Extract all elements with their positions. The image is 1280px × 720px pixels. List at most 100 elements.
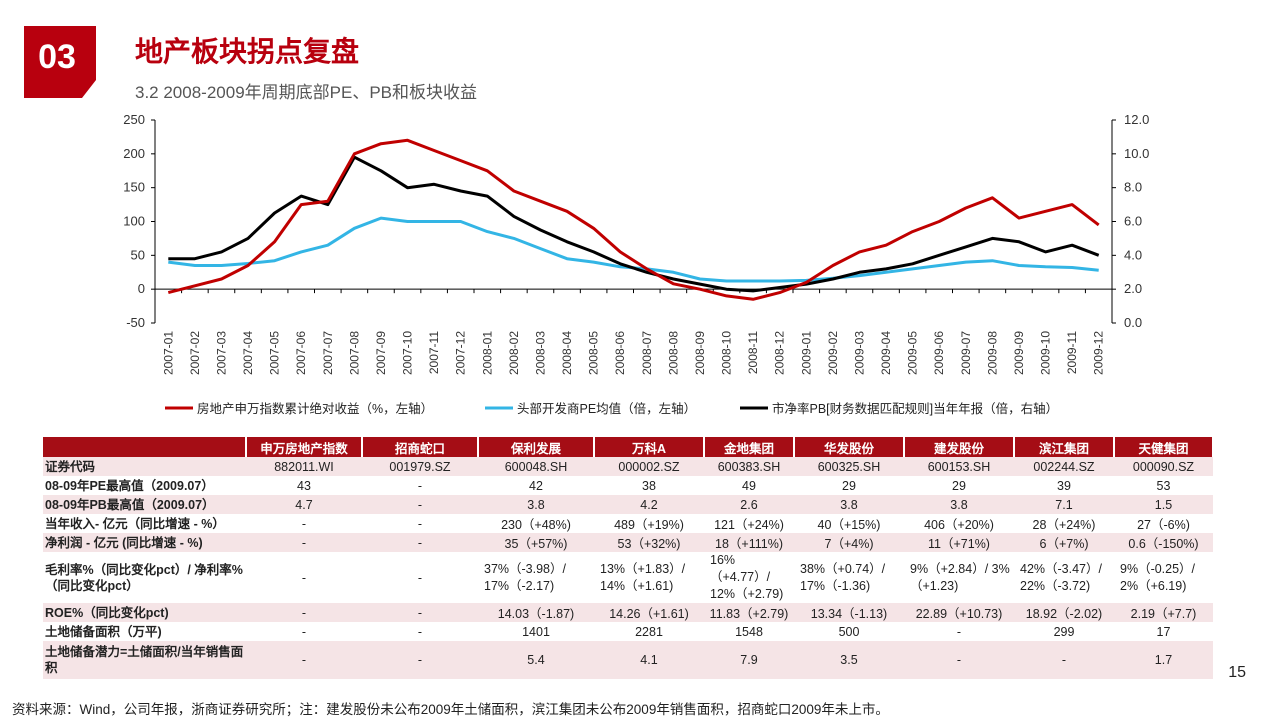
left-tick-label: 50 [131,247,145,262]
x-tick-label: 2007-03 [214,331,228,375]
page-subtitle: 3.2 2008-2009年周期底部PE、PB和板块收益 [135,83,478,102]
table-cell: 001979.SZ [362,457,478,476]
x-tick-label: 2008-05 [587,331,601,375]
table-cell: 600153.SH [904,457,1014,476]
column-header: 金地集团 [704,437,795,457]
left-tick-label: 200 [123,146,145,161]
table-row: ROE%（同比变化pct) - -14.03（-1.87) 14.26（+1.61) 1… [43,603,1213,622]
table-row: 08-09年PB最高值（2009.07） 4.7-3.8 4.2 2.6 3.8 3.8 7… [43,495,1213,514]
footnote: 资料来源：Wind，公司年报，浙商证券研究所；注：建发股份未公布2009年土储面… [12,702,889,717]
column-header: 建发股份 [904,437,1015,457]
right-tick-label: 12.0 [1124,112,1149,127]
x-tick-label: 2007-12 [454,331,468,375]
left-tick-label: 250 [123,112,145,127]
x-tick-label: 2007-11 [427,331,441,374]
table-cell: 2281 [594,622,704,641]
x-tick-label: 2008-02 [507,331,521,375]
table-cell: 14.26（+1.61) [594,603,704,622]
table-cell: 13%（+1.83）/ 14%（+1.61) [594,552,704,603]
x-tick-label: 2007-04 [241,331,255,375]
x-tick-label: 2007-05 [268,331,282,375]
table-cell: 7.9 [704,641,794,679]
column-header: 申万房地产指数 [246,437,363,457]
legend-label-2: 头部开发商PE均值（倍，左轴） [517,401,696,416]
x-tick-label: 2009-11 [1065,331,1079,374]
row-label: 毛利率%（同比变化pct）/ 净利率%（同比变化pct） [43,552,246,603]
table-cell: 000002.SZ [594,457,704,476]
table-header-row: 申万房地产指数 招商蛇口 保利发展 万科A 金地集团 华发股份 建发股份 滨江集团 天健集团 [43,437,1214,457]
table-cell: 35（+57%) [478,533,594,552]
x-tick-label: 2007-09 [374,331,388,375]
x-tick-label: 2007-01 [161,331,175,375]
right-tick-label: 2.0 [1124,281,1142,296]
table-cell: - [246,622,362,641]
table-cell: 27（-6%) [1114,514,1213,533]
column-header: 天健集团 [1114,437,1214,457]
right-tick-label: 4.0 [1124,247,1142,262]
table-cell: 18（+111%) [704,533,794,552]
table-cell: 22.89（+10.73) [904,603,1014,622]
table-cell: 18.92（-2.02) [1014,603,1114,622]
x-tick-label: 2009-03 [852,331,866,375]
row-label: 土地储备面积（万平) [43,622,246,641]
table-cell: 3.5 [794,641,904,679]
x-tick-label: 2009-04 [879,331,893,375]
section-number: 03 [38,38,76,76]
table-cell: - [1014,641,1114,679]
right-tick-label: 6.0 [1124,214,1142,229]
right-tick-label: 10.0 [1124,146,1149,161]
page-title: 地产板块拐点复盘 [135,36,360,67]
table-row: 净利润 - 亿元 (同比增速 - %) - -35（+57%) 53（+32%) 18（… [43,533,1213,552]
table-cell: 4.1 [594,641,704,679]
table-cell: - [362,514,478,533]
x-tick-label: 2008-04 [560,331,574,375]
table-row: 土地储备潜力=土储面积/当年销售面积 - -5.4 4.1 7.9 3.5- -1.7 [43,641,1213,679]
table-cell: 4.2 [594,495,704,514]
row-label: 当年收入- 亿元（同比增速 - %） [43,514,246,533]
table-row: 当年收入- 亿元（同比增速 - %） - -230（+48%) 489（+19%) 12… [43,514,1213,533]
table-cell: 9%（+2.84）/ 3%（+1.23) [904,552,1014,603]
table-cell: - [362,622,478,641]
page-number: 15 [1228,664,1246,681]
table-cell: 230（+48%) [478,514,594,533]
table-cell: - [904,622,1014,641]
x-tick-label: 2007-06 [294,331,308,375]
table-cell: - [362,603,478,622]
table-row: 土地储备面积（万平) - -1401 2281 1548 500-299 17 [43,622,1213,641]
table-cell: 13.34（-1.13) [794,603,904,622]
left-tick-label: 150 [123,180,145,195]
x-tick-label: 2008-01 [480,331,494,375]
table-cell: 406（+20%) [904,514,1014,533]
x-tick-label: 2007-10 [401,331,415,375]
row-label: 净利润 - 亿元 (同比增速 - %) [43,533,246,552]
legend-label-1: 房地产申万指数累计绝对收益（%，左轴） [197,401,433,416]
table-row: 证券代码 882011.WI 001979.SZ 600048.SH 000002.SZ… [43,457,1213,476]
x-tick-label: 2009-10 [1039,331,1053,375]
table-cell: - [362,552,478,603]
series-line-1 [167,138,1100,301]
x-tick-label: 2008-06 [613,331,627,375]
table-cell: 299 [1014,622,1114,641]
table-cell: 1.5 [1114,495,1213,514]
table-cell: 39 [1014,476,1114,495]
section-badge-shape [24,26,96,98]
table-row: 毛利率%（同比变化pct）/ 净利率%（同比变化pct） - -37%（-3.98）… [43,552,1213,603]
x-tick-label: 2009-07 [959,331,973,375]
table-cell: 37%（-3.98）/ 17%（-2.17) [478,552,594,603]
x-tick-label: 2008-03 [533,331,547,375]
table-cell: 16%（+4.77）/ 12%（+2.79) [704,552,794,603]
table-cell: 600048.SH [478,457,594,476]
table-cell: 7（+4%) [794,533,904,552]
row-label: 证券代码 [43,457,246,476]
table-cell: 17 [1114,622,1213,641]
table-cell: 7.1 [1014,495,1114,514]
table-cell: 4.7 [246,495,362,514]
section-badge: 03 [24,26,96,98]
table-cell: 3.8 [794,495,904,514]
table-cell: 38%（+0.74）/ 17%（-1.36) [794,552,904,603]
table-cell: - [904,641,1014,679]
table-cell: 500 [794,622,904,641]
table-cell: 28（+24%) [1014,514,1114,533]
table-cell: 29 [904,476,1014,495]
row-label: 土地储备潜力=土储面积/当年销售面积 [43,641,246,679]
